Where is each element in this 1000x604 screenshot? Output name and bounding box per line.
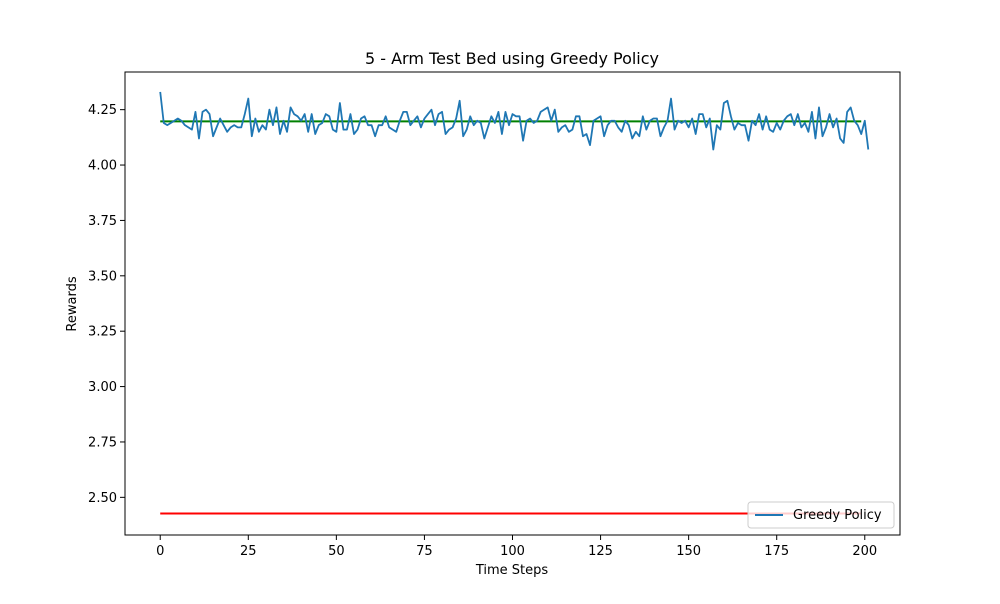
x-tick-label: 75 xyxy=(416,544,433,559)
x-tick-label: 125 xyxy=(588,544,613,559)
chart-title: 5 - Arm Test Bed using Greedy Policy xyxy=(365,49,659,68)
legend-box xyxy=(747,501,895,529)
x-tick-label: 50 xyxy=(328,544,345,559)
legend: Greedy Policy xyxy=(747,501,895,529)
y-axis-ticks: 2.50 2.75 3.00 3.25 3.50 3.75 4.00 4.25 xyxy=(88,103,125,506)
x-tick-label: 200 xyxy=(852,544,877,559)
y-tick-label: 4.25 xyxy=(88,103,117,118)
x-axis-label: Time Steps xyxy=(475,563,549,578)
y-tick-label: 2.50 xyxy=(88,491,117,506)
y-axis-label: Rewards xyxy=(65,276,80,331)
series-layer xyxy=(159,91,870,151)
legend-label-greedy-policy: Greedy Policy xyxy=(793,508,882,523)
y-tick-label: 3.25 xyxy=(88,325,117,340)
y-tick-label: 3.75 xyxy=(88,214,117,229)
y-tick-label: 4.00 xyxy=(88,159,117,174)
y-tick-label: 2.75 xyxy=(88,435,117,450)
x-tick-label: 100 xyxy=(500,544,525,559)
x-tick-label: 175 xyxy=(764,544,789,559)
x-tick-label: 150 xyxy=(676,544,701,559)
x-tick-label: 0 xyxy=(156,544,164,559)
series-line-greedy-policy xyxy=(159,91,870,151)
y-tick-label: 3.50 xyxy=(88,269,117,284)
x-tick-label: 25 xyxy=(240,544,257,559)
y-tick-label: 3.00 xyxy=(88,380,117,395)
x-axis-ticks: 0 25 50 75 100 125 150 175 200 xyxy=(156,535,877,559)
